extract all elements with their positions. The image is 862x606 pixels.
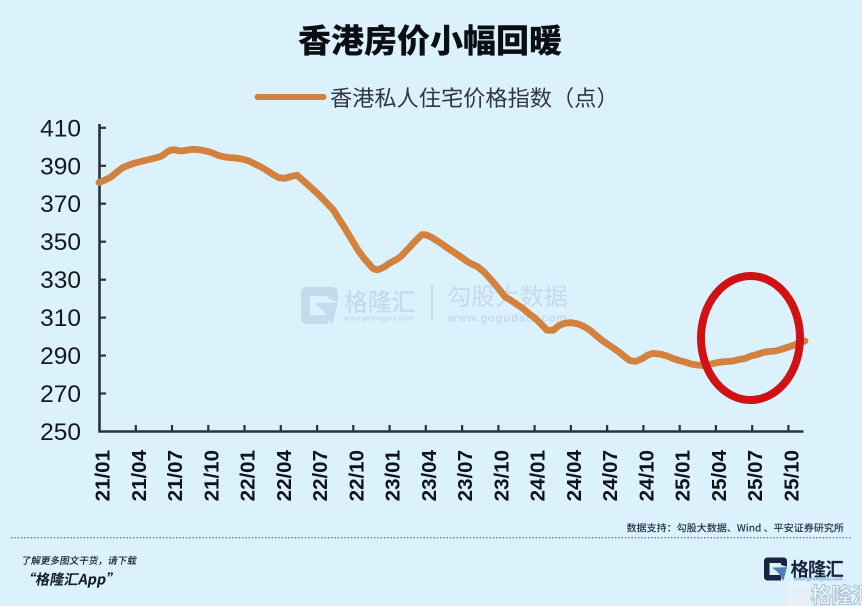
svg-text:23/07: 23/07 [454, 450, 477, 501]
svg-text:310: 310 [40, 305, 81, 332]
svg-text:370: 370 [40, 191, 81, 218]
svg-text:25/01: 25/01 [672, 450, 695, 501]
svg-text:www.gelonghui.com: www.gelonghui.com [343, 314, 414, 323]
svg-text:23/01: 23/01 [382, 450, 405, 501]
svg-text:23/04: 23/04 [418, 449, 441, 501]
svg-text:24/07: 24/07 [599, 450, 622, 501]
svg-text:410: 410 [40, 115, 81, 142]
svg-text:350: 350 [40, 229, 81, 256]
svg-text:22/04: 22/04 [273, 449, 296, 501]
svg-text:25/07: 25/07 [744, 450, 767, 501]
svg-text:21/04: 21/04 [128, 449, 151, 501]
svg-text:21/01: 21/01 [92, 450, 115, 501]
svg-text:24/01: 24/01 [527, 450, 550, 501]
svg-text:250: 250 [40, 419, 81, 446]
svg-text:24/04: 24/04 [563, 449, 586, 501]
svg-text:23/10: 23/10 [490, 450, 513, 501]
svg-text:21/07: 21/07 [164, 450, 187, 501]
svg-text:330: 330 [40, 267, 81, 294]
svg-text:24/10: 24/10 [635, 450, 658, 501]
svg-text:22/01: 22/01 [237, 450, 260, 501]
svg-text:290: 290 [40, 343, 81, 370]
svg-text:25/04: 25/04 [708, 449, 731, 501]
svg-text:390: 390 [40, 153, 81, 180]
svg-text:21/10: 21/10 [200, 450, 223, 501]
svg-text:25/10: 25/10 [780, 450, 803, 501]
svg-text:22/10: 22/10 [345, 450, 368, 501]
svg-text:270: 270 [40, 381, 81, 408]
svg-text:www.gogudata.com: www.gogudata.com [447, 313, 567, 325]
svg-text:www.gelonghui.com: www.gelonghui.com [793, 577, 844, 583]
svg-text:22/07: 22/07 [309, 450, 332, 501]
